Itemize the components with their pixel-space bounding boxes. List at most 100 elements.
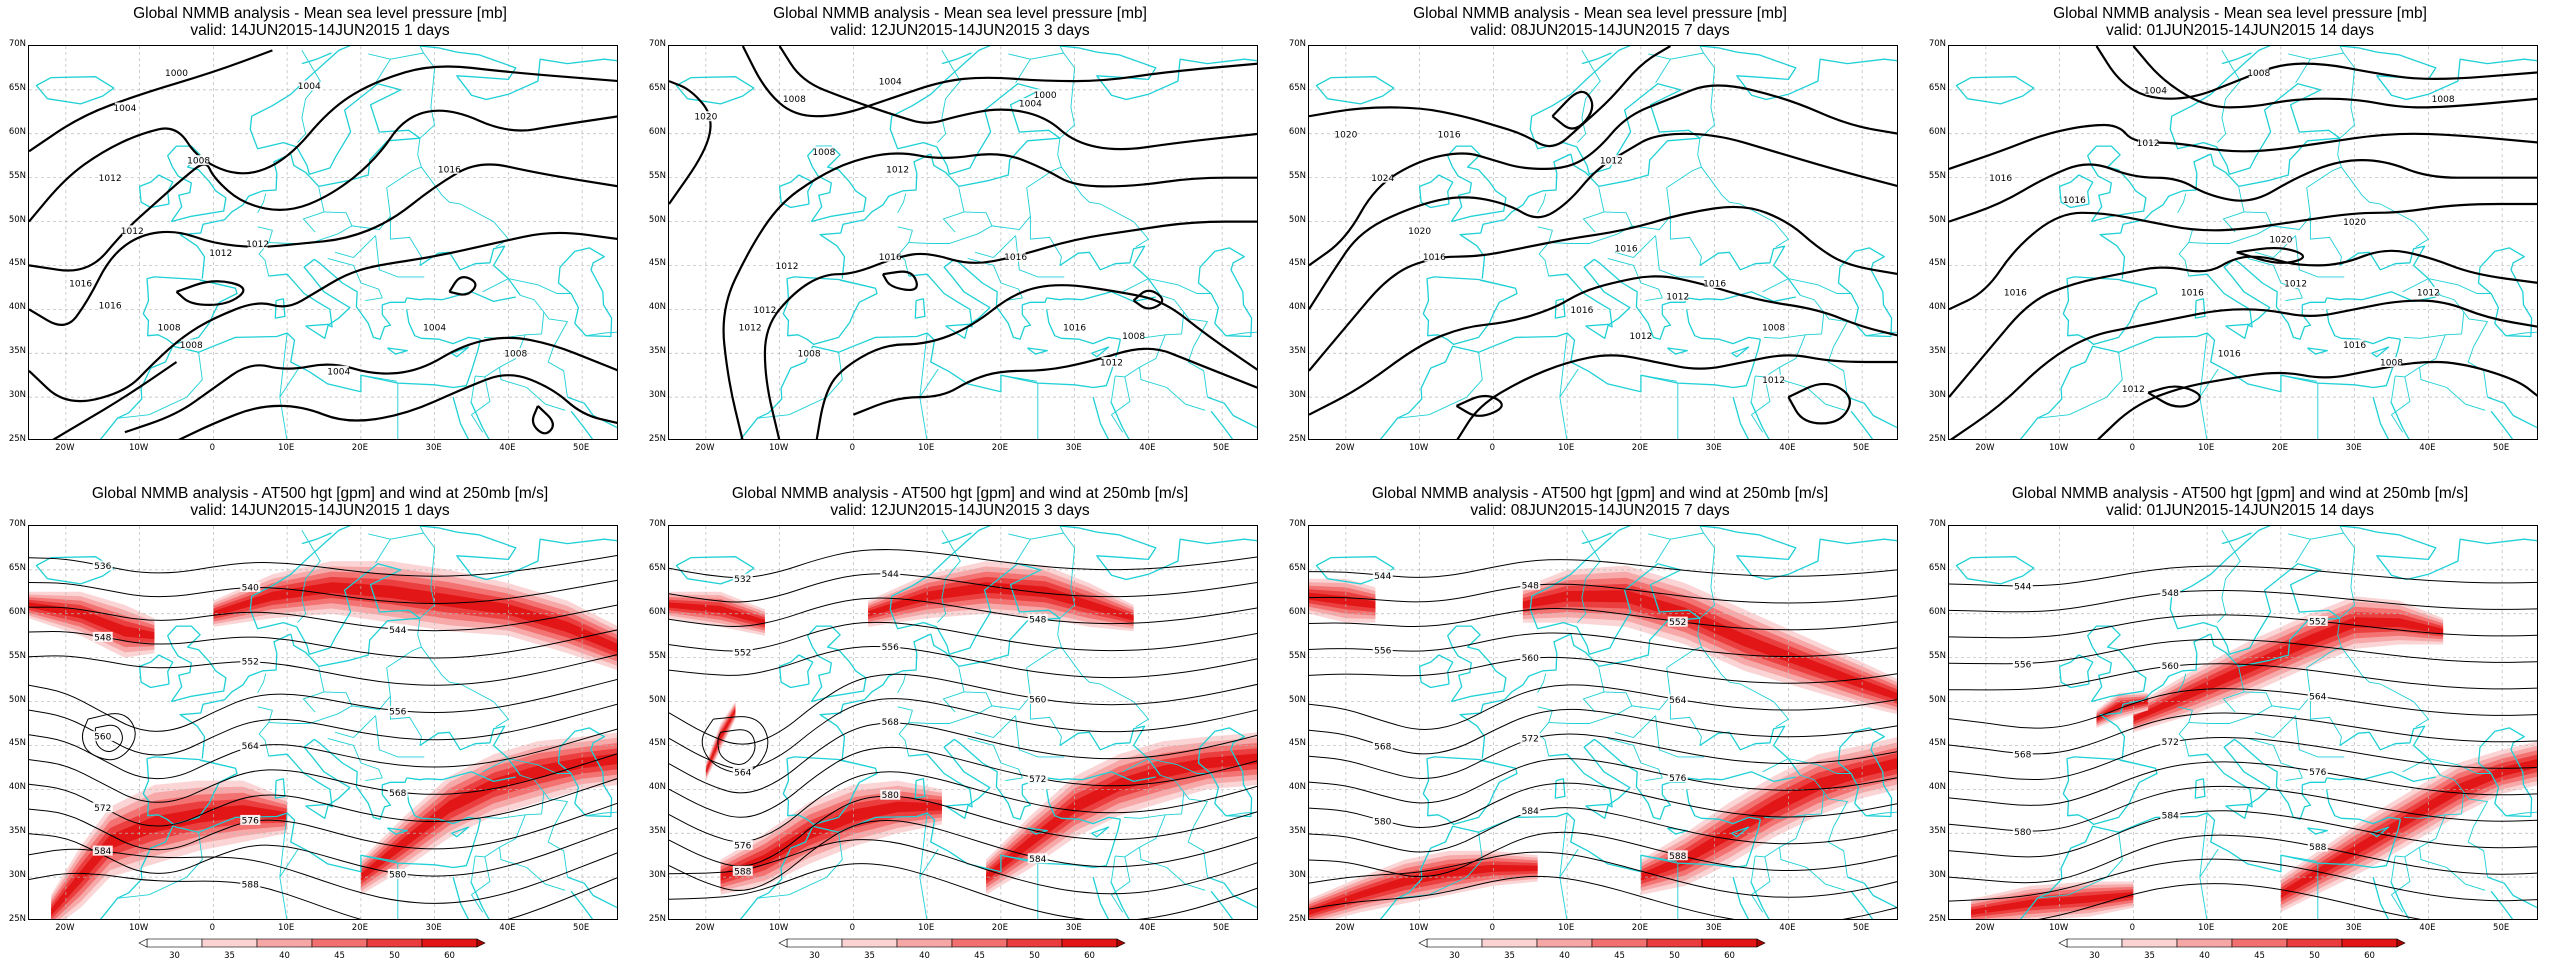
border-line xyxy=(390,532,424,540)
contour-label: 552 xyxy=(734,648,751,658)
country-borders xyxy=(117,526,617,919)
coastline xyxy=(1667,347,1688,355)
coastline xyxy=(406,771,516,783)
graticule xyxy=(1309,46,1897,439)
panel-title-line1: Global NMMB analysis - Mean sea level pr… xyxy=(773,5,1147,22)
border-line xyxy=(279,332,299,398)
panel-title-line2: valid: 12JUN2015-14JUN2015 3 days xyxy=(830,502,1090,519)
border-line xyxy=(1666,667,1702,746)
border-line xyxy=(257,673,267,694)
graticule xyxy=(1949,526,2537,919)
colorbar-high-arrow xyxy=(1756,938,1766,948)
coastline xyxy=(470,401,490,439)
coastline xyxy=(451,346,470,358)
contour-label: 1008 xyxy=(158,323,181,333)
x-tick-label: 40E xyxy=(1139,923,1156,933)
border-line xyxy=(268,696,391,724)
colorbar-swatch xyxy=(366,938,423,948)
border-line xyxy=(1666,187,1702,266)
coastline xyxy=(1045,789,1121,825)
x-tick-label: 50E xyxy=(1853,443,1870,453)
y-tick-label: 30N xyxy=(8,390,26,401)
border-line xyxy=(297,530,321,623)
colorbar-swatch xyxy=(311,938,368,948)
border-line xyxy=(334,715,376,739)
contour-label-bg xyxy=(2307,691,2328,702)
contour-label-bg xyxy=(2005,286,2026,297)
y-tick-label: 60N xyxy=(1928,126,1946,137)
contour-labels: 1000 1004 1004 1008 1012 1012 1012 1016 1016 1008… xyxy=(69,67,527,377)
y-tick-label: 40N xyxy=(1928,302,1946,313)
contour-label-bg xyxy=(1601,155,1622,166)
coastline xyxy=(778,654,814,689)
isobar xyxy=(1309,132,1897,310)
contour-label: 576 xyxy=(734,841,751,851)
y-tick-label: 55N xyxy=(648,170,666,181)
contour-label-bg xyxy=(2433,93,2454,104)
border-line xyxy=(1762,278,1852,294)
coastline xyxy=(1581,532,1612,545)
x-tick-label: 10W xyxy=(1409,443,1429,453)
x-tick-label: 40E xyxy=(499,923,516,933)
contour-label: 568 xyxy=(882,718,899,728)
border-line xyxy=(2310,532,2344,540)
height-contour xyxy=(29,802,617,851)
jet-stream-shading xyxy=(1309,565,1897,919)
border-line xyxy=(840,279,876,289)
coastline xyxy=(1699,46,1897,101)
border-line xyxy=(908,696,1031,724)
x-tick-label: 0 xyxy=(849,923,856,933)
border-line xyxy=(543,311,569,398)
y-tick-label: 60N xyxy=(1288,606,1306,617)
isobar xyxy=(531,405,554,435)
coastline xyxy=(2099,633,2212,759)
border-line xyxy=(1122,278,1212,294)
coastline xyxy=(405,789,481,825)
y-tick-label: 70N xyxy=(8,39,26,49)
contour-label-bg xyxy=(2145,84,2166,95)
contour-label-bg xyxy=(1667,616,1688,627)
contour-label: 580 xyxy=(882,791,899,801)
graticule xyxy=(29,46,617,439)
border-line xyxy=(1677,383,1679,439)
height-contour xyxy=(1949,688,2537,729)
coastline xyxy=(452,396,469,439)
y-tick-label: 65N xyxy=(648,562,666,573)
contour-label-bg xyxy=(2138,137,2159,148)
colorbar-swatch xyxy=(2231,938,2288,948)
panel-title: Global NMMB analysis - Mean sea level pr… xyxy=(4,5,636,39)
panel-title-line1: Global NMMB analysis - AT500 hgt [gpm] a… xyxy=(91,485,549,502)
x-tick-label: 10E xyxy=(1558,923,1575,933)
border-line xyxy=(1057,138,1062,168)
height-contour xyxy=(1309,807,1897,853)
contour-labels: 544 548 552 556 560 564 568 572 576 580 584 588 xyxy=(1372,570,1688,862)
border-line xyxy=(919,812,939,878)
contour-label-bg xyxy=(2160,587,2181,598)
isobar xyxy=(2236,246,2305,264)
contour-label: 1012 xyxy=(753,306,776,316)
y-tick-label: 70N xyxy=(1288,519,1306,529)
contour-label: 1000 xyxy=(1034,91,1057,101)
contour-label: 1024 xyxy=(1371,174,1394,184)
contour-label: 1012 xyxy=(1100,359,1123,369)
coastline xyxy=(908,738,991,808)
contour-label: 556 xyxy=(389,708,406,718)
isobars xyxy=(1949,46,2537,439)
border-line xyxy=(974,235,1016,259)
y-tick-label: 50N xyxy=(8,214,26,225)
contour-label: 1004 xyxy=(327,367,350,377)
panel-title-line2: valid: 14JUN2015-14JUN2015 1 days xyxy=(190,22,450,39)
coastline xyxy=(1110,881,1130,919)
wind-speed-colorbar: 30 35 40 45 50 60 xyxy=(1418,938,1766,960)
border-line xyxy=(386,187,422,266)
coastline xyxy=(1197,727,1253,818)
coastline xyxy=(908,258,991,328)
y-tick-label: 40N xyxy=(1288,782,1306,793)
coastline xyxy=(2339,526,2537,581)
contour-label-bg xyxy=(2012,581,2033,592)
border-line xyxy=(942,187,965,233)
contour-label: 556 xyxy=(2014,660,2031,670)
map-area: 1020 1004 1008 1004 1000 1008 1012 1012 1016 1016… xyxy=(668,45,1258,440)
coastline xyxy=(2062,276,2158,346)
